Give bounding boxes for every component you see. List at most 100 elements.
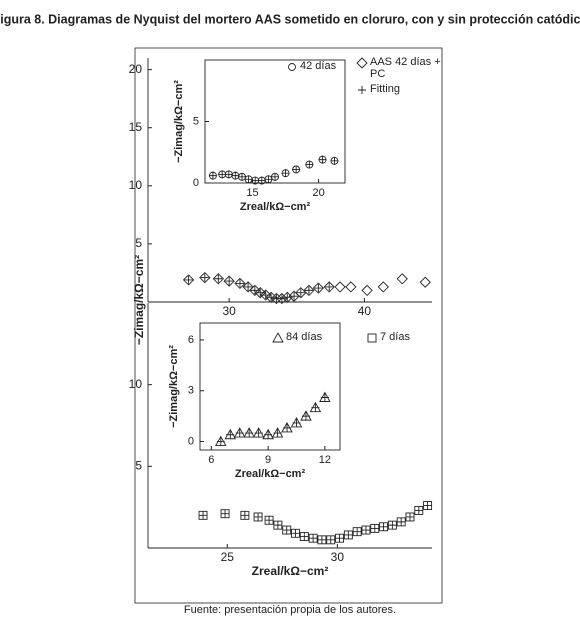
- point: [214, 274, 223, 283]
- point: [314, 284, 323, 293]
- inset-box: [199, 322, 341, 451]
- point: [244, 282, 253, 291]
- y-tick-label: 0: [193, 177, 199, 189]
- point: [283, 293, 292, 302]
- y-tick-label: 3: [188, 385, 194, 397]
- y-tick-label: 20: [129, 62, 143, 76]
- point: [254, 429, 263, 438]
- point: [234, 277, 246, 290]
- point: [281, 291, 293, 303]
- point: [243, 427, 255, 438]
- y-axis-label: −Zimag/kΩ−cm²: [132, 255, 146, 345]
- point: [240, 511, 249, 520]
- x-tick-label: 30: [331, 550, 345, 564]
- point: [320, 393, 329, 402]
- point: [212, 273, 224, 285]
- legend-label: AAS 42 días + PC: [370, 56, 441, 80]
- point: [345, 281, 357, 293]
- point: [296, 288, 305, 297]
- point: [326, 535, 335, 544]
- point: [223, 275, 235, 287]
- point: [423, 501, 432, 510]
- legend-entry: 84 días: [286, 331, 323, 343]
- point: [325, 282, 334, 291]
- point: [226, 430, 235, 439]
- point: [361, 284, 373, 297]
- point: [317, 535, 326, 544]
- inset-box: [204, 59, 346, 184]
- point: [271, 427, 284, 438]
- point: [379, 522, 388, 531]
- point: [245, 429, 254, 438]
- point: [330, 156, 339, 165]
- point: [208, 171, 217, 180]
- point: [235, 429, 244, 438]
- point: [249, 284, 261, 297]
- point: [335, 534, 344, 543]
- y-tick-label: 5: [135, 236, 142, 250]
- point: [267, 293, 276, 302]
- legend-entry: 42 días: [300, 60, 337, 72]
- point: [270, 292, 283, 305]
- point: [281, 169, 290, 178]
- point: [233, 427, 246, 438]
- point: [264, 430, 273, 439]
- point: [370, 524, 379, 533]
- point: [237, 172, 246, 181]
- point: [221, 509, 230, 518]
- figure-title: Figura 8. Diagramas de Nyquist del morte…: [0, 12, 580, 26]
- point: [277, 294, 286, 303]
- point: [256, 288, 265, 297]
- point: [361, 526, 370, 535]
- point: [323, 281, 335, 293]
- x-tick-label: 30: [222, 304, 236, 318]
- point: [305, 160, 314, 169]
- point: [184, 275, 193, 284]
- point: [257, 176, 266, 185]
- legend-label: 42 días: [300, 60, 337, 72]
- point: [271, 172, 279, 181]
- legend-entry: AAS 42 días + PC: [370, 56, 441, 80]
- point: [216, 437, 225, 446]
- y-tick-label: 6: [188, 334, 194, 346]
- point: [264, 175, 273, 184]
- point: [281, 422, 293, 433]
- point: [344, 530, 353, 539]
- legend-marker: [358, 86, 366, 94]
- x-tick-label: 9: [265, 454, 271, 466]
- y-tick-label: 15: [129, 120, 143, 134]
- point: [254, 287, 266, 299]
- point: [261, 291, 270, 300]
- y-axis-label: −Zimag/kΩ−cm²: [173, 80, 185, 163]
- point: [291, 529, 300, 538]
- x-axis-label: Zreal/kΩ−cm²: [252, 564, 329, 578]
- source-note: Fuente: presentación propia de los autor…: [184, 604, 396, 616]
- point: [283, 423, 292, 432]
- point: [301, 412, 310, 421]
- point: [265, 516, 274, 525]
- point: [318, 155, 327, 164]
- x-axis-label: Zreal/kΩ−cm²: [240, 201, 311, 213]
- x-tick-label: 25: [221, 550, 235, 564]
- point: [311, 403, 320, 412]
- point: [231, 171, 240, 180]
- point: [290, 416, 303, 428]
- point: [273, 521, 282, 530]
- point: [292, 165, 301, 174]
- y-tick-label: 0: [188, 435, 194, 447]
- point: [396, 273, 408, 285]
- x-tick-label: 12: [319, 454, 331, 466]
- point: [273, 429, 282, 438]
- x-tick-label: 20: [312, 187, 324, 199]
- point: [319, 391, 331, 402]
- legend-label: 84 días: [286, 331, 323, 343]
- point: [199, 511, 208, 520]
- legend-marker: [367, 333, 377, 343]
- point: [377, 281, 389, 293]
- point: [225, 277, 234, 286]
- y-tick-label: 5: [135, 459, 142, 473]
- point: [252, 427, 265, 438]
- point: [334, 281, 346, 293]
- legend-label: Fitting: [370, 83, 400, 95]
